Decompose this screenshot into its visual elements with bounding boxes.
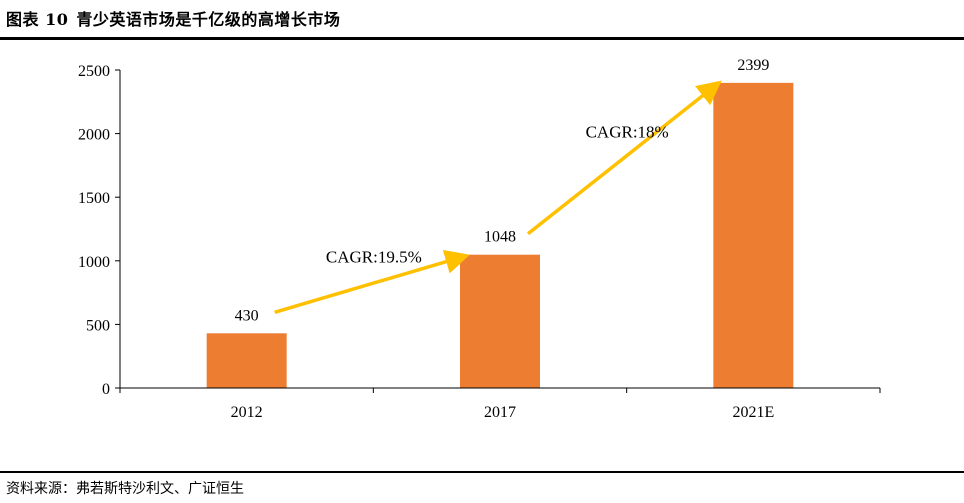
y-tick-label-0: 0 (102, 381, 110, 398)
figure-title: 图表 10 青少英语市场是千亿级的高增长市场 (6, 6, 340, 30)
x-tick-label-2012: 2012 (231, 404, 263, 421)
x-tick-label-2021E: 2021E (732, 404, 774, 421)
cagr-label-2: CAGR:18% (586, 122, 669, 141)
figure-title-text: 青少英语市场是千亿级的高增长市场 (76, 10, 341, 29)
cagr-arrow-1 (274, 249, 470, 314)
bar-2017 (460, 254, 540, 388)
annotations-group: CAGR:19.5% CAGR:18% (274, 80, 722, 314)
y-tick-label-2500: 2500 (78, 63, 110, 80)
y-tick-label-500: 500 (86, 317, 110, 334)
top-rule (0, 37, 964, 40)
figure-number: 图表 10 (6, 10, 69, 29)
cagr-arrow-2 (526, 80, 722, 236)
axes-group: 0 500 1000 1500 2000 2500 (78, 63, 881, 398)
bar-2012 (206, 333, 287, 388)
y-tick-label-2000: 2000 (78, 127, 110, 144)
source-note: 资料来源：弗若斯特沙利文、广证恒生 (6, 481, 244, 497)
bars-group (206, 82, 794, 388)
y-tick-label-1500: 1500 (78, 190, 110, 207)
bottom-rule (0, 471, 964, 473)
cagr-label-1: CAGR:19.5% (326, 247, 422, 266)
bar-2021E (713, 82, 794, 388)
value-label-2017: 1048 (484, 229, 516, 246)
value-label-2021E: 2399 (737, 57, 769, 74)
y-tick-label-1000: 1000 (78, 254, 110, 271)
labels-group: 2012 430 2017 1048 2021E 2399 (231, 57, 775, 421)
value-label-2012: 430 (235, 307, 259, 324)
x-tick-label-2017: 2017 (484, 404, 516, 421)
